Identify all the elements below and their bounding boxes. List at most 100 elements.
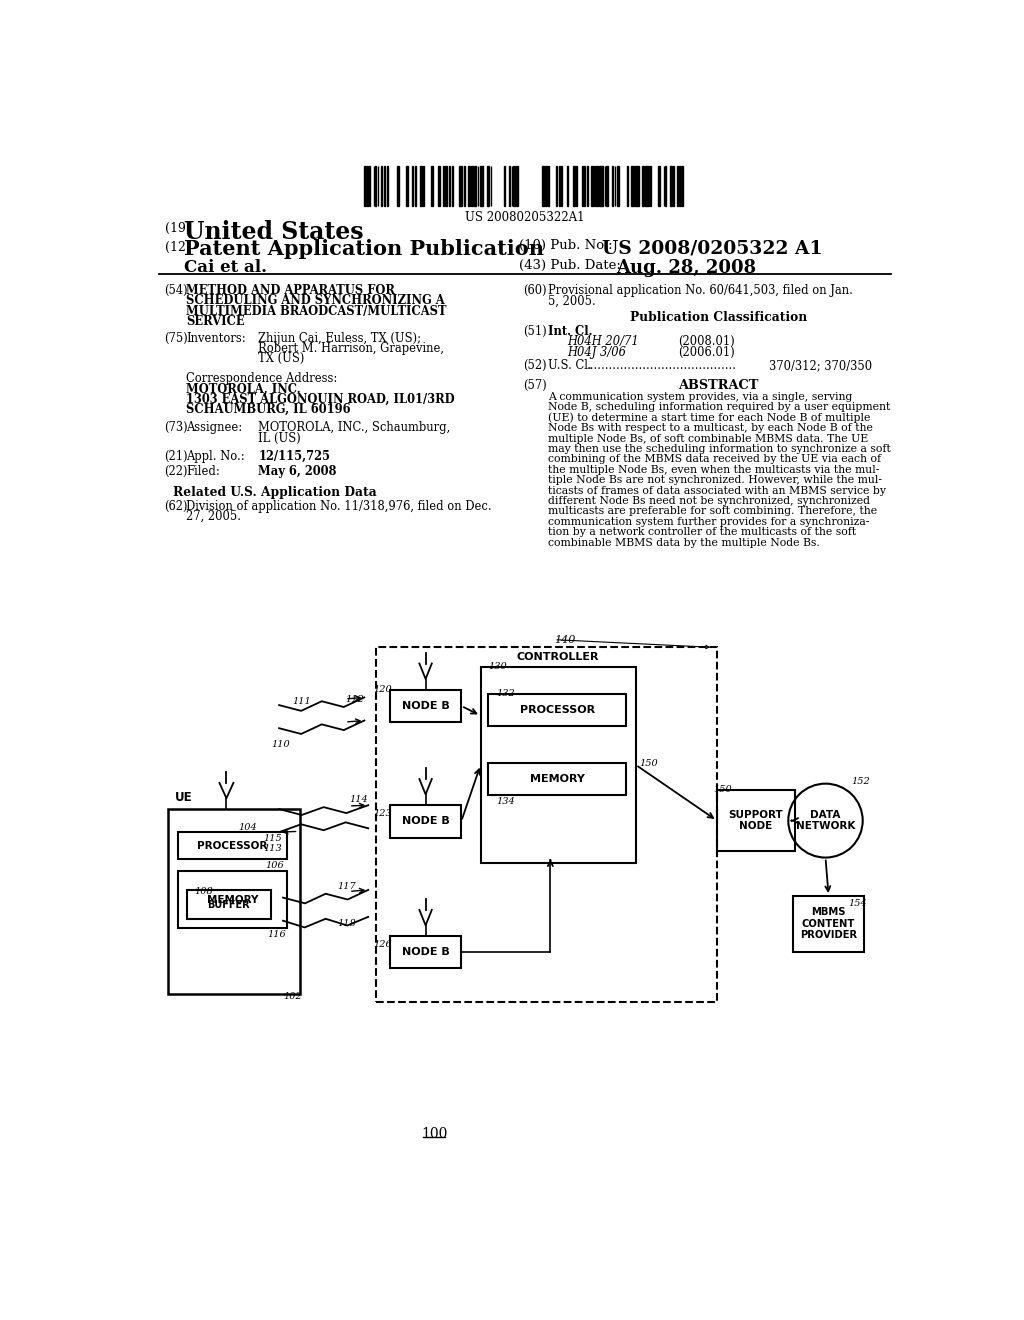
Text: 120: 120 xyxy=(373,685,391,694)
Text: IL (US): IL (US) xyxy=(258,432,301,445)
Bar xyxy=(376,647,717,1002)
Text: ........................................: ........................................ xyxy=(587,359,737,372)
Text: 114: 114 xyxy=(349,795,368,804)
Bar xyxy=(717,789,795,851)
Text: (22): (22) xyxy=(164,465,187,478)
Bar xyxy=(415,166,417,206)
Text: (57): (57) xyxy=(523,379,547,392)
Text: 150: 150 xyxy=(713,785,732,795)
Text: 106: 106 xyxy=(265,861,284,870)
Text: Assignee:: Assignee: xyxy=(186,421,243,434)
Bar xyxy=(187,890,270,919)
Text: (62): (62) xyxy=(164,499,187,512)
Text: 117: 117 xyxy=(337,882,356,891)
Bar xyxy=(592,166,593,206)
Bar xyxy=(474,166,476,206)
Bar xyxy=(649,166,651,206)
Text: Publication Classification: Publication Classification xyxy=(630,312,807,325)
Text: 104: 104 xyxy=(238,822,257,832)
Text: 134: 134 xyxy=(496,797,515,805)
Bar xyxy=(611,166,613,206)
Text: 132: 132 xyxy=(496,689,515,698)
Text: UE: UE xyxy=(174,792,193,804)
Text: 126: 126 xyxy=(373,940,391,949)
Text: Node Bs with respect to a multicast, by each Node B of the: Node Bs with respect to a multicast, by … xyxy=(548,424,872,433)
Text: MEMORY: MEMORY xyxy=(529,774,585,784)
Bar xyxy=(646,166,649,206)
Bar xyxy=(596,166,598,206)
Text: 115: 115 xyxy=(263,834,283,843)
Bar xyxy=(584,166,586,206)
Bar xyxy=(423,166,424,206)
Bar xyxy=(566,166,568,206)
Text: 154: 154 xyxy=(849,899,867,908)
Bar xyxy=(407,166,408,206)
Text: 108: 108 xyxy=(195,887,213,896)
Bar xyxy=(480,667,636,863)
Text: MULTIMEDIA BRAODCAST/MULTICAST: MULTIMEDIA BRAODCAST/MULTICAST xyxy=(186,305,446,318)
Bar xyxy=(681,166,683,206)
Text: Robert M. Harrison, Grapevine,: Robert M. Harrison, Grapevine, xyxy=(258,342,444,355)
Text: H04H 20/71: H04H 20/71 xyxy=(567,335,639,348)
Bar xyxy=(468,166,470,206)
Text: PROCESSOR: PROCESSOR xyxy=(520,705,595,714)
Text: Inventors:: Inventors: xyxy=(186,331,246,345)
Text: US 2008/0205322 A1: US 2008/0205322 A1 xyxy=(602,239,823,257)
Bar xyxy=(481,166,483,206)
Bar xyxy=(445,166,446,206)
Bar xyxy=(559,166,560,206)
Text: CONTROLLER: CONTROLLER xyxy=(517,652,599,663)
Bar xyxy=(420,166,422,206)
Text: communication system further provides for a synchroniza-: communication system further provides fo… xyxy=(548,517,869,527)
Text: BUFFER: BUFFER xyxy=(208,899,250,909)
Text: US 20080205322A1: US 20080205322A1 xyxy=(465,211,585,224)
Text: May 6, 2008: May 6, 2008 xyxy=(258,465,337,478)
Text: TX (US): TX (US) xyxy=(258,352,304,366)
Text: H04J 3/06: H04J 3/06 xyxy=(567,346,627,359)
Bar xyxy=(486,166,489,206)
Text: combinable MBMS data by the multiple Node Bs.: combinable MBMS data by the multiple Nod… xyxy=(548,537,820,548)
Bar xyxy=(488,763,627,795)
Text: (52): (52) xyxy=(523,359,547,372)
Text: multiple Node Bs, of soft combinable MBMS data. The UE: multiple Node Bs, of soft combinable MBM… xyxy=(548,434,868,444)
Text: 102: 102 xyxy=(283,993,302,1002)
Bar xyxy=(636,166,639,206)
Text: tion by a network controller of the multicasts of the soft: tion by a network controller of the mult… xyxy=(548,527,856,537)
Bar xyxy=(545,166,547,206)
Text: SERVICE: SERVICE xyxy=(186,315,245,329)
Text: Division of application No. 11/318,976, filed on Dec.: Division of application No. 11/318,976, … xyxy=(186,499,492,512)
Text: ticasts of frames of data associated with an MBMS service by: ticasts of frames of data associated wit… xyxy=(548,486,886,495)
Bar xyxy=(471,166,473,206)
Bar xyxy=(464,166,465,206)
Text: the multiple Node Bs, even when the multicasts via the mul-: the multiple Node Bs, even when the mult… xyxy=(548,465,880,475)
Text: METHOD AND APPARATUS FOR: METHOD AND APPARATUS FOR xyxy=(186,284,395,297)
Text: tiple Node Bs are not synchronized. However, while the mul-: tiple Node Bs are not synchronized. Howe… xyxy=(548,475,882,486)
Bar xyxy=(513,166,515,206)
Text: 111: 111 xyxy=(292,697,311,706)
Text: SUPPORT
NODE: SUPPORT NODE xyxy=(728,809,783,832)
Bar xyxy=(384,166,385,206)
Text: multicasts are preferable for soft combining. Therefore, the: multicasts are preferable for soft combi… xyxy=(548,507,878,516)
Text: Cai et al.: Cai et al. xyxy=(183,259,267,276)
Bar xyxy=(631,166,633,206)
Bar xyxy=(387,166,388,206)
Text: 118: 118 xyxy=(337,919,356,928)
Text: Zhijun Cai, Euless, TX (US);: Zhijun Cai, Euless, TX (US); xyxy=(258,331,421,345)
Bar xyxy=(438,166,439,206)
Text: different Node Bs need not be synchronized, synchronized: different Node Bs need not be synchroniz… xyxy=(548,496,870,506)
Text: SCHAUMBURG, IL 60196: SCHAUMBURG, IL 60196 xyxy=(186,404,351,416)
Text: 370/312; 370/350: 370/312; 370/350 xyxy=(769,359,872,372)
Bar xyxy=(178,832,287,859)
Bar xyxy=(793,896,864,952)
Text: (73): (73) xyxy=(164,421,187,434)
Text: 113: 113 xyxy=(263,845,283,854)
Text: (51): (51) xyxy=(523,325,547,338)
Text: 130: 130 xyxy=(488,663,507,671)
Text: NODE B: NODE B xyxy=(401,816,450,826)
Text: 140: 140 xyxy=(554,635,575,645)
Text: A communication system provides, via a single, serving: A communication system provides, via a s… xyxy=(548,392,852,403)
Bar xyxy=(390,936,461,969)
Bar xyxy=(431,166,432,206)
Text: (60): (60) xyxy=(523,284,547,297)
Text: may then use the scheduling information to synchronize a soft: may then use the scheduling information … xyxy=(548,444,891,454)
